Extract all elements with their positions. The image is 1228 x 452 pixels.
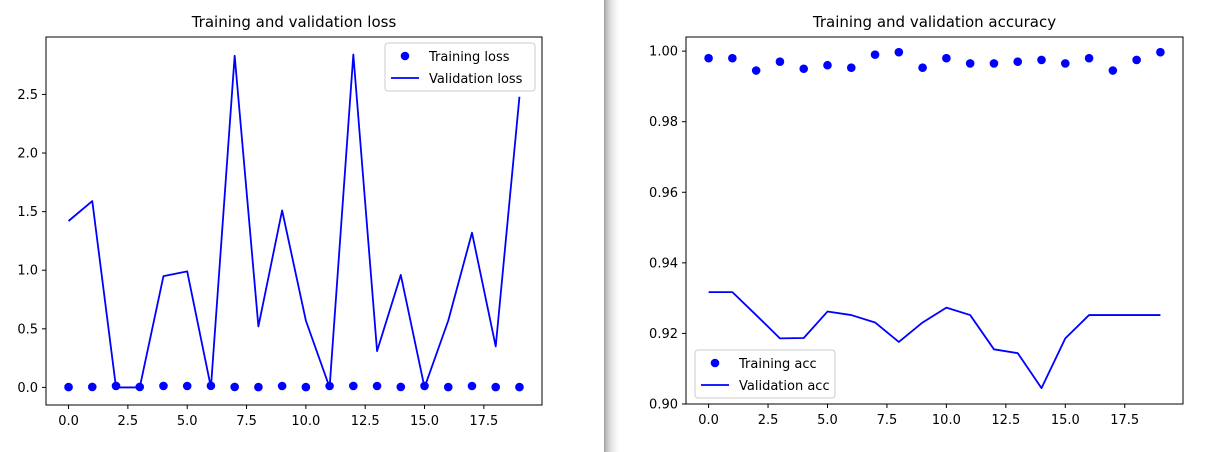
x-tick-label: 17.5 xyxy=(469,414,498,429)
x-tick-label: 10.0 xyxy=(932,413,961,428)
loss-chart: Training and validation loss 0.0 2.5 5.0 7.5… xyxy=(17,13,543,429)
data-point-training-acc xyxy=(1156,47,1165,57)
legend: Training acc Validation acc xyxy=(694,349,836,399)
data-point-training-loss xyxy=(159,381,168,391)
legend-marker-icon xyxy=(400,51,410,61)
data-point-training-loss xyxy=(467,381,477,391)
data-point-training-acc xyxy=(799,64,809,74)
y-tick-label: 1.5 xyxy=(17,205,38,220)
x-tick-label: 10.0 xyxy=(291,414,320,429)
series-line-validation-acc xyxy=(708,291,1161,390)
x-tick-label: 12.5 xyxy=(991,413,1020,428)
x-tick-label: 15.0 xyxy=(410,414,439,429)
y-tick-label: 1.0 xyxy=(17,264,38,279)
data-point-training-acc xyxy=(870,50,880,59)
data-point-training-loss xyxy=(420,381,429,391)
y-tick-label: 0.94 xyxy=(649,256,678,271)
data-point-training-acc xyxy=(918,63,927,72)
data-point-training-loss xyxy=(111,381,121,391)
x-tick-label: 12.5 xyxy=(351,414,380,429)
data-point-training-acc xyxy=(1084,53,1094,63)
x-tick-label: 7.5 xyxy=(236,414,257,429)
y-tick-label: 2.5 xyxy=(17,88,38,103)
data-point-training-loss xyxy=(349,381,358,391)
data-point-training-acc xyxy=(751,66,761,75)
data-point-training-loss xyxy=(254,382,263,392)
data-point-training-acc xyxy=(894,47,904,57)
legend-marker-icon xyxy=(710,358,720,368)
data-point-training-loss xyxy=(515,382,524,392)
data-point-training-acc xyxy=(846,63,856,72)
data-point-training-acc xyxy=(989,59,999,68)
data-point-training-loss xyxy=(396,382,406,392)
y-tick-label: 0.92 xyxy=(649,327,678,342)
axes-frame xyxy=(685,36,1184,405)
legend-box xyxy=(694,349,836,399)
x-tick-label: 0.0 xyxy=(58,414,79,429)
data-point-training-acc xyxy=(775,57,785,66)
data-point-training-loss xyxy=(135,382,145,392)
y-tick-label: 0.0 xyxy=(17,381,38,396)
loss-chart-panel: Training and validation loss 0.0 2.5 5.0 7.5… xyxy=(0,0,606,452)
x-tick-label: 17.5 xyxy=(1110,413,1139,428)
y-tick-label: 2.0 xyxy=(17,147,38,162)
legend-label: Validation loss xyxy=(429,72,523,87)
data-point-training-loss xyxy=(206,381,216,391)
data-point-training-acc xyxy=(1037,55,1046,65)
series-line-validation-loss xyxy=(67,53,521,389)
data-point-training-loss xyxy=(87,382,97,392)
accuracy-chart: Training and validation accuracy 0.0 2.5 5.… xyxy=(649,13,1184,428)
accuracy-chart-panel: Training and validation accuracy 0.0 2.5 5.… xyxy=(620,0,1228,452)
data-point-training-loss xyxy=(230,382,239,392)
axes-frame xyxy=(45,36,543,406)
data-point-training-loss xyxy=(301,382,311,392)
data-point-training-loss xyxy=(325,381,334,391)
data-point-training-loss xyxy=(64,382,73,392)
data-point-training-acc xyxy=(1132,55,1141,65)
legend-label: Validation acc xyxy=(739,379,830,394)
data-point-training-acc xyxy=(1108,66,1118,75)
chart-title: Training and validation loss xyxy=(191,13,397,31)
panel-divider xyxy=(604,0,620,452)
x-tick-label: 7.5 xyxy=(877,413,898,428)
y-tick-label: 1.00 xyxy=(649,45,678,60)
legend-label: Training loss xyxy=(428,50,510,65)
x-tick-label: 15.0 xyxy=(1051,413,1080,428)
y-tick-label: 0.98 xyxy=(649,115,678,130)
data-point-training-acc xyxy=(965,59,975,68)
x-tick-label: 2.5 xyxy=(118,414,139,429)
data-point-training-loss xyxy=(182,381,192,391)
data-point-training-acc xyxy=(823,60,832,70)
data-point-training-acc xyxy=(1013,57,1023,66)
data-point-training-loss xyxy=(443,382,453,392)
data-point-training-loss xyxy=(491,382,501,392)
data-point-training-acc xyxy=(728,53,737,63)
y-tick-label: 0.96 xyxy=(649,186,678,201)
legend: Training loss Validation loss xyxy=(384,42,536,92)
x-tick-label: 0.0 xyxy=(698,413,719,428)
legend-label: Training acc xyxy=(738,357,817,372)
data-point-training-loss xyxy=(277,381,287,391)
x-tick-label: 5.0 xyxy=(177,414,198,429)
y-tick-label: 0.90 xyxy=(649,398,678,413)
legend-box xyxy=(384,42,536,92)
x-tick-label: 2.5 xyxy=(758,413,779,428)
chart-title: Training and validation accuracy xyxy=(812,13,1056,31)
x-tick-label: 5.0 xyxy=(817,413,838,428)
data-point-training-acc xyxy=(1060,59,1070,68)
data-point-training-acc xyxy=(942,53,951,63)
data-point-training-acc xyxy=(704,53,713,63)
data-point-training-loss xyxy=(372,381,382,391)
y-tick-label: 0.5 xyxy=(17,322,38,337)
